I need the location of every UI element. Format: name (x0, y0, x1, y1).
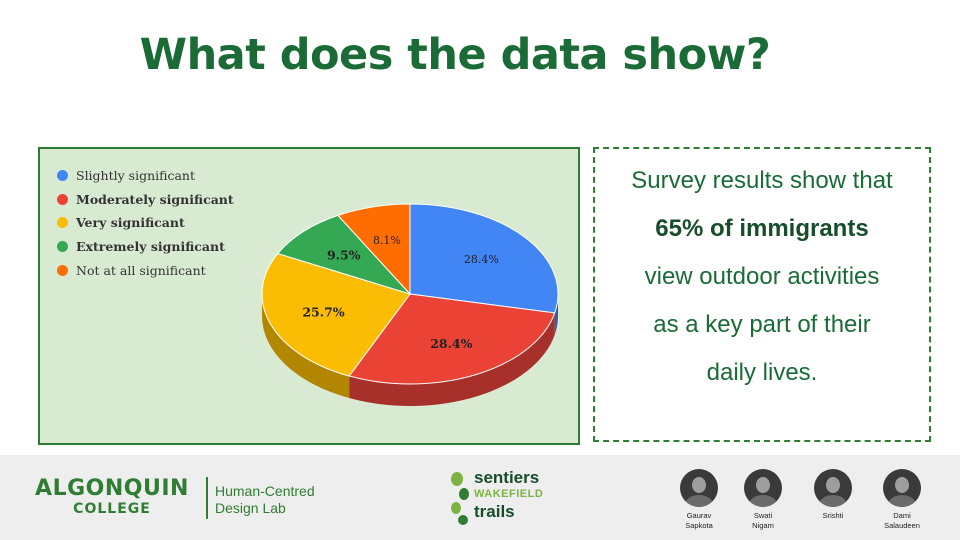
legend-item: Very significant (57, 211, 234, 235)
footprints-icon (451, 472, 469, 525)
slide-title: What does the data show? (139, 30, 771, 80)
trails-word: trails (474, 502, 515, 521)
college-subtitle: COLLEGE (73, 501, 151, 517)
pie-value-label: 28.4% (430, 336, 472, 351)
summary-highlight: 65% of immigrants (655, 215, 869, 242)
pie-chart: 28.4% 28.4% 25.7% 9.5% 8.1% (261, 203, 559, 407)
pie-value-label: 25.7% (302, 305, 344, 320)
summary-line: view outdoor activities (644, 263, 880, 290)
legend-label: Moderately significant (76, 191, 234, 207)
pie-slice (409, 203, 559, 314)
legend-swatch (57, 193, 68, 205)
avatar (744, 469, 782, 507)
member-name: Dami Salaudeen (884, 511, 920, 530)
pie-slice (276, 214, 412, 296)
avatar (883, 469, 921, 507)
summary-line: Survey results show that (631, 167, 893, 194)
legend-label: Very significant (76, 215, 185, 231)
legend-swatch (57, 170, 68, 182)
summary-box: Survey results show that 65% of immigran… (593, 147, 931, 442)
legend-swatch (57, 264, 68, 276)
legend-swatch (57, 217, 68, 229)
design-lab-name: Human-Centred Design Lab (215, 483, 315, 517)
logo-divider (206, 477, 208, 519)
summary-line: daily lives. (706, 359, 818, 386)
lab-line: Design Lab (215, 500, 286, 516)
trails-word: sentiers (474, 468, 540, 487)
legend-item: Not at all significant (57, 258, 234, 282)
lab-line: Human-Centred (215, 483, 315, 499)
legend-label: Slightly significant (76, 168, 195, 184)
legend-label: Extremely significant (76, 239, 225, 255)
legend-swatch (57, 241, 68, 253)
legend-label: Not at all significant (76, 262, 206, 278)
avatar (814, 469, 852, 507)
pie-slice (261, 252, 411, 377)
pie-value-label: 9.5% (327, 247, 361, 262)
member-name: Srishti (822, 511, 844, 520)
trails-word: WAKEFIELD (474, 488, 544, 500)
pie-chart-panel: 28.4% 28.4% 25.7% 9.5% 8.1% Slightly signifi… (38, 147, 580, 445)
team-member: Swati Nigam (733, 469, 793, 531)
legend-item: Moderately significant (57, 188, 234, 212)
pie-slice (348, 293, 556, 385)
algonquin-college-logo: ALGONQUIN COLLEGE (24, 476, 200, 518)
chart-legend: Slightly significant Moderately signific… (57, 164, 234, 282)
legend-item: Slightly significant (57, 164, 234, 188)
wakefield-trails-logo: sentiers WAKEFIELD trails (474, 469, 543, 520)
college-wordmark: ALGONQUIN (35, 476, 189, 501)
pie-slice (337, 203, 411, 296)
pie-slice-side (262, 294, 350, 399)
team-member: Gaurav Sapkota (669, 469, 729, 531)
legend-item: Extremely significant (57, 235, 234, 259)
summary-line: as a key part of their (653, 311, 871, 338)
footer-bar: ALGONQUIN COLLEGE Human-Centred Design L… (0, 455, 960, 540)
team-member: Srishti (803, 469, 863, 521)
team-member: Dami Salaudeen (872, 469, 932, 531)
pie-slice-side (349, 312, 555, 407)
avatar (680, 469, 718, 507)
pie-value-label: 8.1% (373, 234, 401, 247)
pie-value-label: 28.4% (464, 253, 499, 266)
member-name: Swati Nigam (752, 511, 774, 530)
member-name: Gaurav Sapkota (685, 511, 713, 530)
